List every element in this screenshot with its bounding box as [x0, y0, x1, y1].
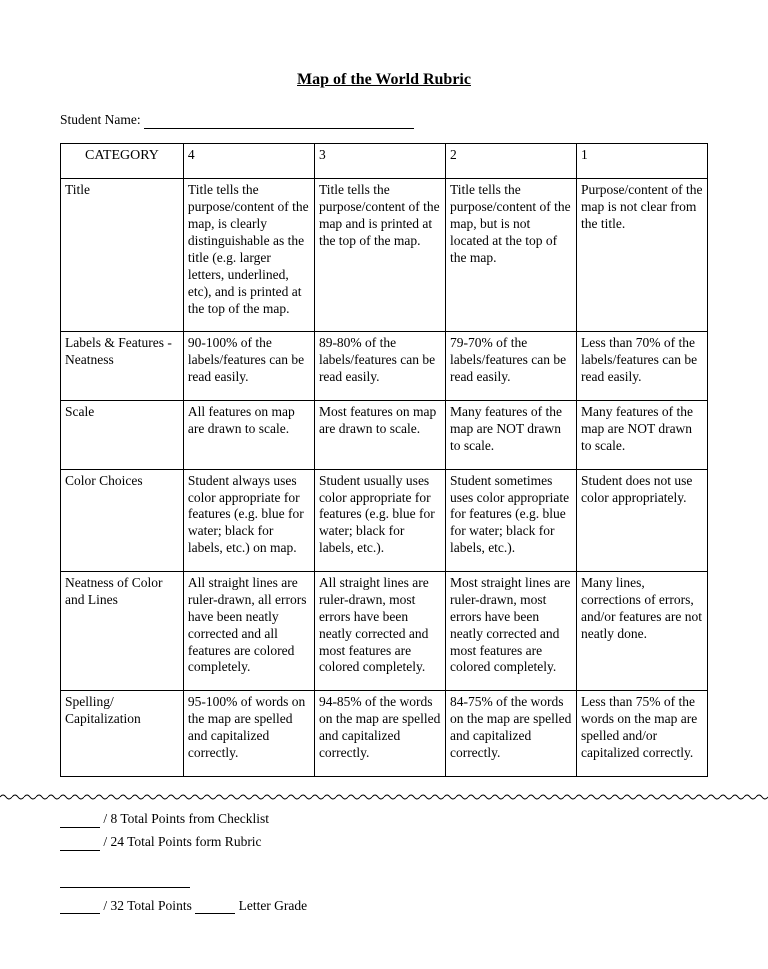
signature-blank[interactable] — [60, 875, 190, 888]
rubric-row: Labels & Features - Neatness 90-100% of … — [61, 332, 708, 401]
score-cell: Student always uses color appropriate fo… — [183, 469, 314, 571]
rubric-row: Color Choices Student always uses color … — [61, 469, 708, 571]
score-cell: Many features of the map are NOT drawn t… — [576, 401, 707, 470]
score-cell: Many features of the map are NOT drawn t… — [445, 401, 576, 470]
totals-text: / 32 Total Points — [100, 898, 195, 913]
score-cell: Most features on map are drawn to scale. — [314, 401, 445, 470]
header-score-4: 4 — [183, 143, 314, 179]
student-name-line: Student Name: — [60, 112, 708, 129]
score-cell: All straight lines are ruler-drawn, most… — [314, 572, 445, 691]
rubric-row: Title Title tells the purpose/content of… — [61, 179, 708, 332]
rubric-score-blank[interactable] — [60, 838, 100, 851]
signature-line — [60, 875, 708, 892]
rubric-table: CATEGORY 4 3 2 1 Title Title tells the p… — [60, 143, 708, 777]
score-cell: Many lines, corrections of errors, and/o… — [576, 572, 707, 691]
category-cell: Color Choices — [61, 469, 184, 571]
totals-section: / 8 Total Points from Checklist / 24 Tot… — [60, 811, 708, 915]
total-score-blank[interactable] — [60, 901, 100, 914]
page-title: Map of the World Rubric — [60, 70, 708, 90]
category-cell: Labels & Features - Neatness — [61, 332, 184, 401]
score-cell: 89-80% of the labels/features can be rea… — [314, 332, 445, 401]
score-cell: 94-85% of the words on the map are spell… — [314, 691, 445, 777]
score-cell: Title tells the purpose/content of the m… — [445, 179, 576, 332]
rubric-row: Neatness of Color and Lines All straight… — [61, 572, 708, 691]
score-cell: Less than 75% of the words on the map ar… — [576, 691, 707, 777]
checklist-score-blank[interactable] — [60, 815, 100, 828]
totals-line-rubric: / 24 Total Points form Rubric — [60, 834, 708, 851]
document-page: Map of the World Rubric Student Name: CA… — [0, 0, 768, 960]
score-cell: All straight lines are ruler-drawn, all … — [183, 572, 314, 691]
score-cell: 84-75% of the words on the map are spell… — [445, 691, 576, 777]
header-score-1: 1 — [576, 143, 707, 179]
student-name-blank[interactable] — [144, 114, 414, 129]
category-cell: Scale — [61, 401, 184, 470]
rubric-row: Scale All features on map are drawn to s… — [61, 401, 708, 470]
score-cell: Student does not use color appropriately… — [576, 469, 707, 571]
student-name-label: Student Name: — [60, 112, 141, 127]
header-score-3: 3 — [314, 143, 445, 179]
score-cell: Title tells the purpose/content of the m… — [314, 179, 445, 332]
score-cell: 90-100% of the labels/features can be re… — [183, 332, 314, 401]
totals-line-final: / 32 Total Points Letter Grade — [60, 898, 708, 915]
rubric-header-row: CATEGORY 4 3 2 1 — [61, 143, 708, 179]
header-score-2: 2 — [445, 143, 576, 179]
header-category: CATEGORY — [61, 143, 184, 179]
totals-text: / 8 Total Points from Checklist — [100, 811, 269, 826]
category-cell: Title — [61, 179, 184, 332]
score-cell: 95-100% of words on the map are spelled … — [183, 691, 314, 777]
score-cell: 79-70% of the labels/features can be rea… — [445, 332, 576, 401]
score-cell: Student usually uses color appropriate f… — [314, 469, 445, 571]
category-cell: Neatness of Color and Lines — [61, 572, 184, 691]
score-cell: All features on map are drawn to scale. — [183, 401, 314, 470]
letter-grade-blank[interactable] — [195, 901, 235, 914]
wavy-divider — [0, 793, 768, 801]
score-cell: Most straight lines are ruler-drawn, mos… — [445, 572, 576, 691]
totals-text: / 24 Total Points form Rubric — [100, 834, 262, 849]
rubric-row: Spelling/ Capitalization 95-100% of word… — [61, 691, 708, 777]
score-cell: Purpose/content of the map is not clear … — [576, 179, 707, 332]
category-cell: Spelling/ Capitalization — [61, 691, 184, 777]
score-cell: Title tells the purpose/content of the m… — [183, 179, 314, 332]
totals-text: Letter Grade — [235, 898, 307, 913]
rubric-body: Title Title tells the purpose/content of… — [61, 179, 708, 776]
score-cell: Student sometimes uses color appropriate… — [445, 469, 576, 571]
score-cell: Less than 70% of the labels/features can… — [576, 332, 707, 401]
totals-line-checklist: / 8 Total Points from Checklist — [60, 811, 708, 828]
